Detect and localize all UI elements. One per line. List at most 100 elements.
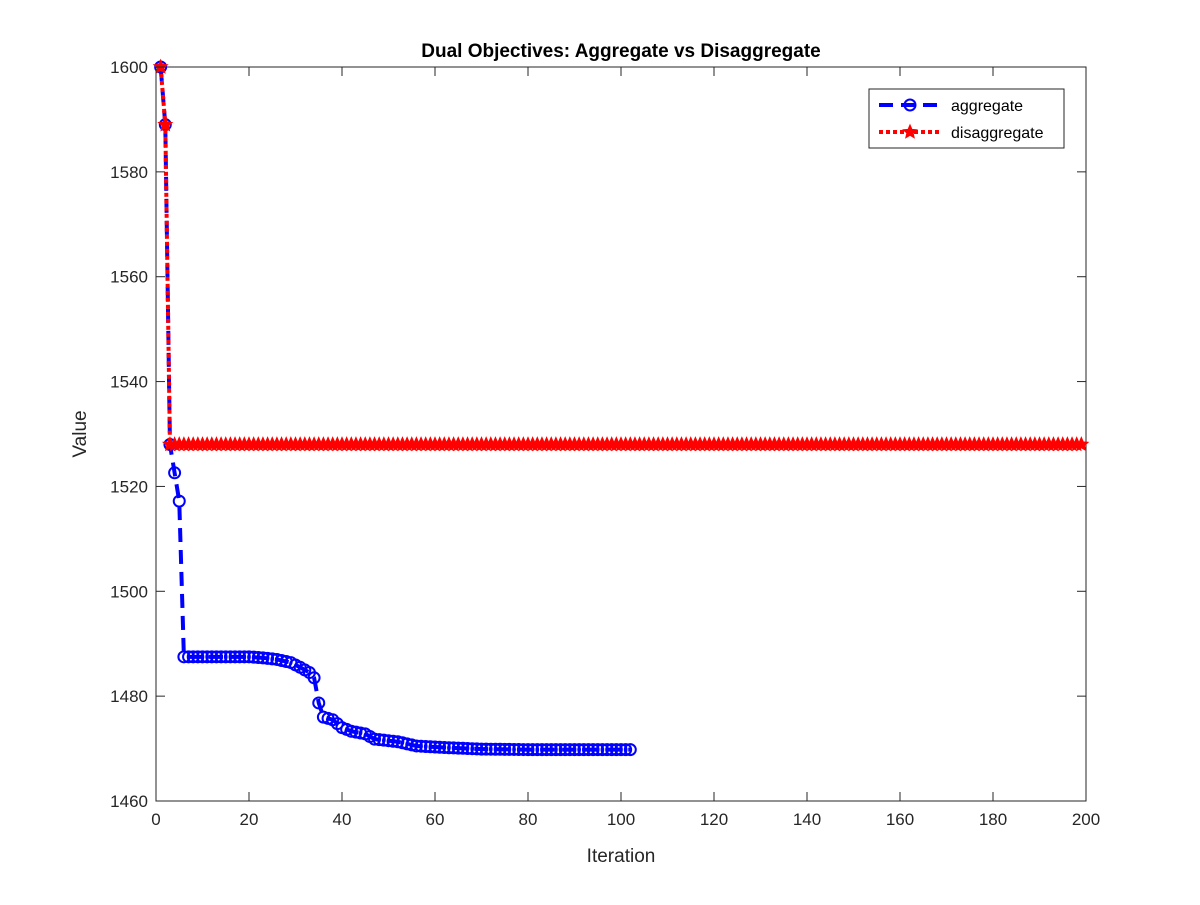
y-tick-label: 1480 [110, 687, 148, 706]
data-point [479, 742, 493, 756]
x-tick-label: 100 [607, 810, 635, 829]
data-point [488, 742, 502, 756]
data-point [451, 741, 465, 755]
x-tick-label: 120 [700, 810, 728, 829]
data-point [312, 696, 326, 710]
data-point [456, 741, 470, 755]
data-point [526, 743, 540, 757]
data-point [168, 466, 182, 480]
data-point [423, 740, 437, 754]
data-point [609, 743, 623, 757]
x-tick-label: 60 [426, 810, 445, 829]
data-point [600, 743, 614, 757]
data-point [177, 650, 191, 664]
data-point [572, 743, 586, 757]
data-point [516, 743, 530, 757]
plot-area [155, 66, 1087, 802]
data-point [372, 733, 386, 747]
x-tick-label: 200 [1072, 810, 1100, 829]
data-point [493, 742, 507, 756]
y-tick-label: 1520 [110, 477, 148, 496]
chart-title: Dual Objectives: Aggregate vs Disaggrega… [421, 41, 820, 62]
legend: aggregate disaggregate [868, 88, 1065, 149]
legend-label-aggregate: aggregate [951, 98, 1023, 115]
data-point [228, 650, 242, 664]
data-point [595, 743, 609, 757]
data-point [428, 740, 442, 754]
data-point [242, 650, 256, 664]
y-tick-label: 1460 [110, 792, 148, 811]
data-point [563, 743, 577, 757]
data-point [386, 734, 400, 748]
x-tick-label: 40 [333, 810, 352, 829]
data-point [521, 743, 535, 757]
x-tick-label: 0 [151, 810, 160, 829]
series-layer [152, 58, 1090, 757]
y-tick-label: 1600 [110, 58, 148, 77]
x-axis-label: Iteration [587, 846, 656, 867]
data-point [349, 725, 363, 739]
data-point [535, 743, 549, 757]
data-point [619, 743, 633, 757]
y-axis-label: Value [70, 410, 91, 457]
data-point [409, 739, 423, 753]
x-tick-label: 140 [793, 810, 821, 829]
data-point [223, 650, 237, 664]
data-point [251, 651, 265, 665]
data-point [261, 651, 275, 665]
x-tick-label: 80 [519, 810, 538, 829]
series-aggregate [154, 60, 637, 757]
data-point [186, 650, 200, 664]
data-point [586, 743, 600, 757]
data-point [442, 741, 456, 755]
data-point [475, 742, 488, 756]
data-point [344, 724, 358, 738]
data-point [512, 743, 526, 757]
data-point [233, 650, 247, 664]
data-point [191, 650, 205, 664]
y-tick-label: 1540 [110, 373, 148, 392]
data-point [461, 742, 475, 756]
x-tick-label: 20 [240, 810, 259, 829]
data-point [447, 741, 461, 755]
legend-entries: aggregate disaggregate [879, 98, 1044, 142]
y-tick-label: 1580 [110, 163, 148, 182]
data-point [568, 743, 581, 757]
data-point [414, 739, 428, 753]
data-point [214, 650, 228, 664]
data-point [209, 650, 223, 664]
data-point [558, 743, 572, 757]
data-point [605, 743, 619, 757]
data-point [530, 743, 544, 757]
legend-entry-disaggregate: disaggregate [879, 123, 1044, 142]
data-point [377, 733, 391, 747]
data-point [437, 741, 451, 755]
data-point [200, 650, 214, 664]
data-point [247, 650, 261, 664]
data-point [152, 58, 169, 74]
data-point [219, 650, 233, 664]
data-point [465, 742, 479, 756]
data-point [484, 742, 498, 756]
data-point [498, 742, 512, 756]
x-tick-label: 180 [979, 810, 1007, 829]
data-point [614, 743, 628, 757]
x-tick-label: 160 [886, 810, 914, 829]
legend-marker-disaggregate [902, 123, 918, 139]
legend-marker-aggregate [903, 98, 917, 112]
data-point [307, 671, 321, 685]
legend-entry-aggregate: aggregate [879, 98, 1023, 115]
legend-label-disaggregate: disaggregate [951, 125, 1044, 142]
data-point [540, 743, 554, 757]
data-point [205, 650, 219, 664]
data-point [623, 743, 637, 757]
data-point [577, 743, 591, 757]
ticks-layer: 0 20 40 60 80 100 120 140 160 180 200 1460 1480 1500 1… [110, 58, 1100, 829]
legend-box [868, 88, 1065, 149]
data-point [433, 740, 447, 754]
data-point [507, 742, 521, 756]
data-point [237, 650, 251, 664]
data-point [256, 651, 270, 665]
